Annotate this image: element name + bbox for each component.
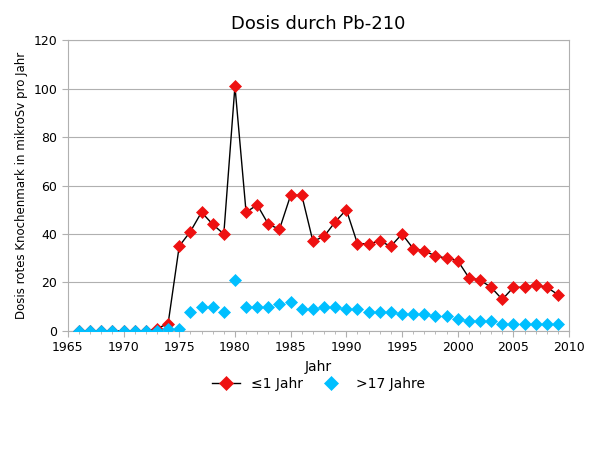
>17 Jahre — [454, 316, 461, 322]
≤1 Jahr — [176, 243, 183, 249]
>17 Jahre — [320, 304, 328, 309]
>17 Jahre — [554, 321, 562, 327]
>17 Jahre — [164, 326, 172, 331]
≤1 Jahr — [376, 239, 383, 244]
≤1 Jahr — [521, 285, 528, 290]
>17 Jahre — [86, 328, 94, 334]
≤1 Jahr — [332, 219, 339, 225]
>17 Jahre — [499, 321, 506, 327]
≤1 Jahr — [510, 285, 517, 290]
≤1 Jahr — [465, 275, 472, 281]
≤1 Jahr — [232, 83, 239, 89]
>17 Jahre — [98, 328, 105, 334]
X-axis label: Jahr: Jahr — [305, 360, 332, 374]
Line: >17 Jahre: >17 Jahre — [75, 276, 562, 335]
≤1 Jahr — [532, 282, 539, 288]
≤1 Jahr — [354, 241, 361, 247]
Y-axis label: Dosis rotes Knochenmark in mikroSv pro Jahr: Dosis rotes Knochenmark in mikroSv pro J… — [15, 52, 28, 319]
Title: Dosis durch Pb-210: Dosis durch Pb-210 — [231, 15, 406, 33]
>17 Jahre — [287, 299, 294, 305]
>17 Jahre — [310, 306, 317, 312]
≤1 Jahr — [131, 328, 138, 334]
≤1 Jahr — [187, 229, 194, 234]
≤1 Jahr — [298, 192, 305, 198]
>17 Jahre — [232, 277, 239, 283]
≤1 Jahr — [499, 297, 506, 302]
>17 Jahre — [76, 328, 83, 334]
>17 Jahre — [465, 318, 472, 324]
>17 Jahre — [365, 309, 372, 315]
>17 Jahre — [120, 328, 127, 334]
≤1 Jahr — [476, 277, 484, 283]
>17 Jahre — [131, 328, 138, 334]
≤1 Jahr — [154, 326, 161, 331]
≤1 Jahr — [76, 328, 83, 334]
>17 Jahre — [443, 314, 450, 319]
>17 Jahre — [543, 321, 550, 327]
>17 Jahre — [276, 302, 283, 307]
≤1 Jahr — [432, 253, 439, 259]
≤1 Jahr — [109, 328, 116, 334]
≤1 Jahr — [320, 233, 328, 239]
≤1 Jahr — [443, 255, 450, 261]
>17 Jahre — [187, 309, 194, 315]
≤1 Jahr — [164, 321, 172, 327]
≤1 Jahr — [142, 328, 149, 334]
≤1 Jahr — [554, 292, 562, 297]
≤1 Jahr — [209, 221, 216, 227]
>17 Jahre — [265, 304, 272, 309]
>17 Jahre — [532, 321, 539, 327]
≤1 Jahr — [86, 328, 94, 334]
≤1 Jahr — [120, 328, 127, 334]
≤1 Jahr — [365, 241, 372, 247]
>17 Jahre — [242, 304, 250, 309]
≤1 Jahr — [242, 209, 250, 215]
>17 Jahre — [176, 326, 183, 331]
Legend: ≤1 Jahr, >17 Jahre: ≤1 Jahr, >17 Jahre — [206, 371, 430, 397]
>17 Jahre — [198, 304, 205, 309]
≤1 Jahr — [543, 285, 550, 290]
≤1 Jahr — [265, 221, 272, 227]
>17 Jahre — [376, 309, 383, 315]
≤1 Jahr — [98, 328, 105, 334]
>17 Jahre — [432, 314, 439, 319]
>17 Jahre — [488, 318, 495, 324]
>17 Jahre — [521, 321, 528, 327]
>17 Jahre — [109, 328, 116, 334]
≤1 Jahr — [254, 202, 261, 208]
≤1 Jahr — [310, 239, 317, 244]
≤1 Jahr — [421, 248, 428, 254]
>17 Jahre — [142, 328, 149, 334]
≤1 Jahr — [454, 258, 461, 263]
>17 Jahre — [398, 311, 406, 317]
≤1 Jahr — [387, 243, 394, 249]
≤1 Jahr — [410, 246, 417, 251]
>17 Jahre — [510, 321, 517, 327]
≤1 Jahr — [276, 226, 283, 232]
>17 Jahre — [410, 311, 417, 317]
>17 Jahre — [254, 304, 261, 309]
≤1 Jahr — [398, 231, 406, 237]
>17 Jahre — [298, 306, 305, 312]
>17 Jahre — [220, 309, 227, 315]
>17 Jahre — [343, 306, 350, 312]
≤1 Jahr — [488, 285, 495, 290]
≤1 Jahr — [287, 192, 294, 198]
>17 Jahre — [154, 328, 161, 334]
≤1 Jahr — [220, 231, 227, 237]
≤1 Jahr — [198, 209, 205, 215]
>17 Jahre — [354, 306, 361, 312]
Line: ≤1 Jahr: ≤1 Jahr — [75, 82, 562, 335]
>17 Jahre — [387, 309, 394, 315]
>17 Jahre — [421, 311, 428, 317]
>17 Jahre — [332, 304, 339, 309]
≤1 Jahr — [343, 207, 350, 212]
>17 Jahre — [476, 318, 484, 324]
>17 Jahre — [209, 304, 216, 309]
